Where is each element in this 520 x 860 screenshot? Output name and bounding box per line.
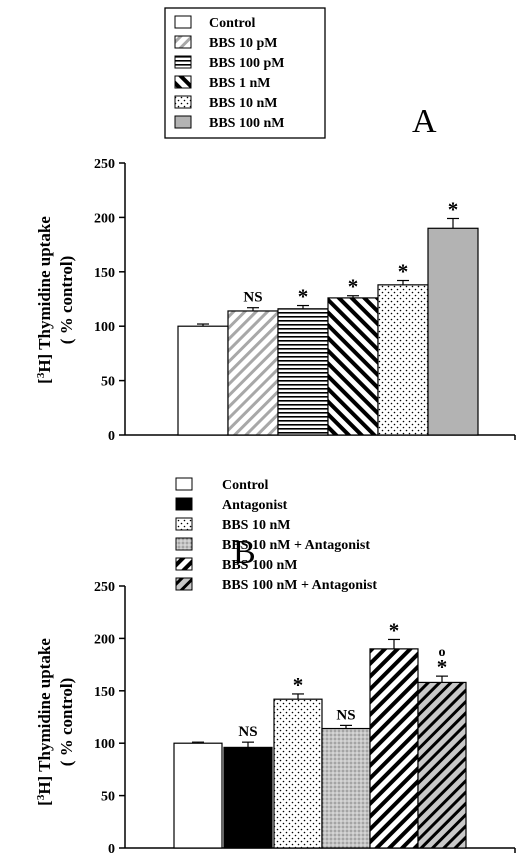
y-tick-label: 100 [94, 737, 115, 752]
legend-b-item-control: Control [175, 477, 269, 493]
legend-a-label: BBS 100 pM [209, 56, 284, 71]
y-tick-label: 250 [94, 580, 115, 595]
y-tick-label: 100 [94, 320, 115, 335]
bar [227, 310, 279, 436]
legend-a-swatch [174, 35, 192, 49]
y-tick-label: 250 [94, 157, 115, 172]
legend-b-item-bbs-10nm-antagonist: BBS 10 nM + Antagonist [175, 537, 370, 553]
y-tick-label: 0 [108, 842, 115, 857]
panel-letter-a: A [412, 103, 437, 140]
bar [277, 308, 329, 436]
legend-a-label: BBS 10 pM [209, 36, 277, 51]
legend-b-swatch [175, 517, 193, 531]
bar [273, 698, 323, 849]
legend-b-label: Control [222, 478, 269, 493]
legend-a-item-bbs-1nm: BBS 1 nM [174, 75, 270, 91]
legend-b-swatch [175, 577, 193, 591]
legend-b-item-antagonist: Antagonist [175, 497, 288, 513]
legend-a-swatch [174, 75, 192, 89]
legend-a-item-bbs-100pm: BBS 100 pM [174, 55, 284, 71]
y-axis-label-a-super: 3 [35, 372, 47, 378]
significance-label-secondary: o [439, 645, 446, 660]
legend-a-swatch [174, 55, 192, 69]
bar [223, 746, 273, 849]
legend-a-item-control: Control [174, 15, 256, 31]
significance-label: * [398, 260, 409, 284]
y-tick-label: 150 [94, 685, 115, 700]
legend-a-frame [164, 7, 326, 139]
significance-label: * [437, 655, 448, 679]
bar [417, 681, 467, 849]
legend-a: Control BBS 10 pM BBS 100 pM BBS 1 nM BB… [164, 7, 326, 139]
significance-label: NS [336, 707, 355, 723]
y-tick-label: 50 [101, 790, 115, 805]
y-axis-label-b-sub: ( % control) [57, 678, 76, 766]
bar [173, 742, 223, 849]
legend-a-label: Control [209, 16, 256, 31]
legend-b-label: Antagonist [222, 498, 288, 513]
legend-b: Control Antagonist BBS 10 nM BBS 10 nM +… [175, 477, 377, 593]
legend-b-swatch [175, 537, 193, 551]
legend-b-label: BBS 10 nM [222, 518, 290, 533]
y-tick-label: 0 [108, 429, 115, 444]
y-tick-label: 200 [94, 632, 115, 647]
significance-label: * [389, 618, 400, 642]
legend-b-item-bbs-100nm-antagonist: BBS 100 nM + Antagonist [175, 577, 377, 593]
y-axis-label-b: [3H] Thymidine uptake [35, 638, 54, 806]
significance-label: * [448, 197, 459, 221]
panel-letter-b: B [233, 534, 256, 571]
legend-b-swatch [175, 497, 193, 511]
legend-a-swatch [174, 95, 192, 109]
significance-label: NS [238, 724, 257, 740]
y-axis-label-a-sub: ( % control) [57, 256, 76, 344]
chart-a: 0 50 100 150 200 250 NS * * * * [94, 157, 516, 444]
legend-b-swatch [175, 477, 193, 491]
legend-a-swatch [174, 115, 192, 129]
bar [327, 297, 379, 436]
legend-b-label: BBS 100 nM + Antagonist [222, 578, 377, 593]
legend-a-label: BBS 10 nM [209, 96, 277, 111]
bar [177, 325, 229, 436]
significance-label: * [348, 275, 359, 299]
bar [427, 227, 479, 436]
y-axis-label-a: [3H] Thymidine uptake [35, 216, 54, 384]
legend-b-label: BBS 100 nM [222, 558, 297, 573]
significance-label: NS [243, 290, 262, 306]
legend-a-item-bbs-100nm: BBS 100 nM [174, 115, 284, 131]
significance-label: * [293, 673, 304, 697]
bar [321, 727, 371, 849]
legend-a-label: BBS 100 nM [209, 116, 284, 131]
legend-a-item-bbs-10nm: BBS 10 nM [174, 95, 277, 111]
legend-b-item-bbs-100nm: BBS 100 nM [175, 557, 297, 573]
y-tick-label: 150 [94, 266, 115, 281]
legend-b-swatch [175, 557, 193, 571]
significance-label: * [298, 285, 309, 309]
legend-b-label: BBS 10 nM + Antagonist [222, 538, 370, 553]
bar [369, 648, 419, 849]
legend-a-swatch [174, 15, 192, 29]
y-axis-label-b-super: 3 [35, 794, 47, 800]
bar [377, 284, 429, 436]
legend-b-item-bbs-10nm: BBS 10 nM [175, 517, 290, 533]
y-tick-label: 50 [101, 375, 115, 390]
y-tick-label: 200 [94, 211, 115, 226]
legend-a-item-bbs-10pm: BBS 10 pM [174, 35, 277, 51]
legend-a-label: BBS 1 nM [209, 76, 270, 91]
